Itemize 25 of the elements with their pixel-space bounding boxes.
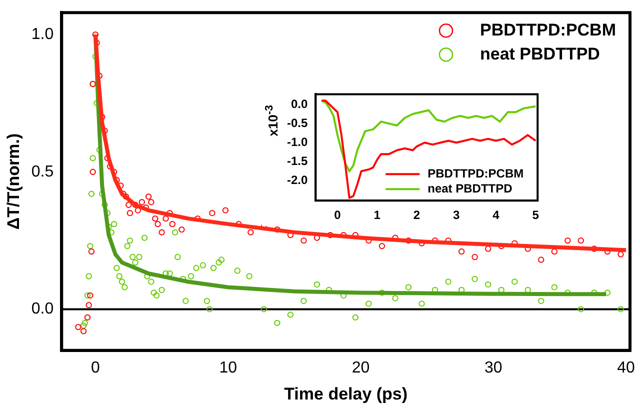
x-tick-label: 4	[492, 208, 500, 222]
x-tick-label: 3	[453, 208, 460, 222]
x-tick-label: 5	[532, 208, 540, 222]
y-tick-label: -2.0	[286, 173, 308, 188]
y-tick-label: 0.0	[290, 96, 308, 111]
x-axis-title: Time delay (ps)	[284, 384, 408, 404]
x-tick-label: 10	[219, 359, 238, 376]
y-tick-label: 0.5	[31, 163, 54, 180]
legend-label: neat PBDTTPD	[428, 181, 513, 196]
y-tick-label: -1.5	[286, 154, 308, 168]
x-tick-label: 2	[413, 208, 420, 222]
x-tick-label: 40	[617, 359, 636, 376]
y-tick-label: -0.5	[286, 116, 308, 130]
y-tick-label: -1.0	[286, 134, 308, 149]
x-tick-label: 0	[91, 359, 100, 376]
y-tick-label: 1.0	[31, 26, 54, 43]
legend-label: PBDTTPD:PCBM	[480, 20, 616, 40]
y-axis-title: ΔT/T(norm.)	[4, 133, 23, 230]
legend-label: PBDTTPD:PCBM	[428, 166, 524, 180]
x-tick-label: 0	[334, 208, 342, 222]
x-tick-label: 1	[374, 208, 381, 222]
x-tick-label: 30	[484, 359, 502, 376]
x-tick-label: 20	[352, 359, 370, 376]
y-tick-label: 0.0	[31, 300, 54, 318]
legend-label: neat PBDTTPD	[480, 44, 600, 64]
